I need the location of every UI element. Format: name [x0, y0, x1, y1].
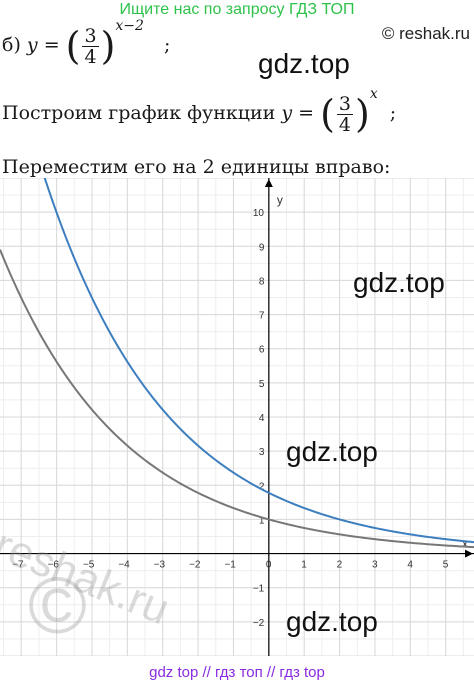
- x-tick-label: −5: [83, 560, 95, 571]
- y-tick-label: 8: [259, 276, 265, 287]
- y-axis-arrow: [264, 179, 273, 187]
- problem-formula: б) y = (3 4)x−2 ;: [2, 18, 171, 68]
- step1-var: y: [281, 102, 293, 124]
- background-copyright: ©: [28, 561, 87, 650]
- watermark-3: gdz.top: [286, 436, 378, 467]
- formula-eq: =: [43, 34, 60, 56]
- y-tick-label: −1: [253, 584, 265, 595]
- exponent: x−2: [115, 18, 144, 34]
- x-tick-label: −6: [48, 560, 60, 571]
- formula-tail: ;: [164, 34, 171, 56]
- step1-tail: ;: [389, 102, 397, 124]
- paren-right: ): [355, 92, 370, 136]
- y-tick-label: 10: [253, 208, 265, 219]
- y-tick-label: 3: [259, 447, 265, 458]
- copyright-text: © reshak.ru: [381, 24, 470, 43]
- x-axis-arrow: [465, 549, 473, 558]
- y-tick-label: 4: [259, 413, 265, 424]
- x-tick-label: −4: [118, 560, 130, 571]
- y-tick-label: 7: [259, 311, 265, 322]
- curve-base: [0, 249, 474, 549]
- y-tick-label: 6: [259, 345, 265, 356]
- function-graph: x y −7 −6 −5 −4 −3 −2 −1 0 1 2 3 4 5 −2 −1 1 2 3 4 5 6 7 8 9 10: [0, 178, 474, 656]
- formula-var: y: [26, 34, 38, 56]
- watermark-4: gdz.top: [286, 606, 378, 637]
- y-tick-label: 2: [259, 481, 265, 492]
- exponent: x: [369, 86, 378, 102]
- x-tick-label: 5: [443, 560, 449, 571]
- fraction-numerator: 3: [336, 92, 353, 115]
- top-banner: Ищите нас по запросу ГДЗ ТОП: [119, 1, 355, 18]
- x-tick-label: −1: [224, 560, 236, 571]
- paren-left: (: [320, 92, 335, 136]
- x-tick-label: −3: [154, 560, 166, 571]
- problem-label: б): [2, 34, 21, 56]
- x-tick-label: −2: [189, 560, 201, 571]
- watermark-2: gdz.top: [353, 267, 445, 298]
- x-tick-label: 2: [337, 560, 343, 571]
- x-tick-label: −7: [12, 560, 24, 571]
- x-tick-label: 4: [407, 560, 413, 571]
- y-tick-label: 5: [259, 379, 265, 390]
- fraction-numerator: 3: [82, 24, 99, 47]
- x-tick-label: 3: [372, 560, 378, 571]
- y-axis-label: y: [277, 193, 283, 207]
- step1-text: Построим график функции y = (3 4)x ;: [2, 86, 397, 136]
- curve-shifted: [43, 178, 474, 544]
- x-tick-label: 0: [266, 560, 272, 571]
- x-axis-label: x: [462, 537, 468, 551]
- step2-text: Переместим его на 2 единицы вправо:: [2, 156, 391, 178]
- step1-eq: =: [298, 102, 315, 124]
- watermark-1: gdz.top: [258, 48, 350, 79]
- y-tick-label: 1: [259, 515, 265, 526]
- paren-right: ): [100, 24, 116, 68]
- x-tick-label: 1: [301, 560, 307, 571]
- y-tick-label: 9: [259, 242, 265, 253]
- paren-left: (: [65, 24, 81, 68]
- step1-label: Построим график функции: [2, 102, 276, 124]
- fraction-denominator: 4: [84, 45, 97, 68]
- y-tick-label: −2: [253, 618, 265, 629]
- bottom-banner: gdz top // гдз топ // гдз top: [149, 664, 325, 681]
- fraction-denominator: 4: [338, 113, 351, 136]
